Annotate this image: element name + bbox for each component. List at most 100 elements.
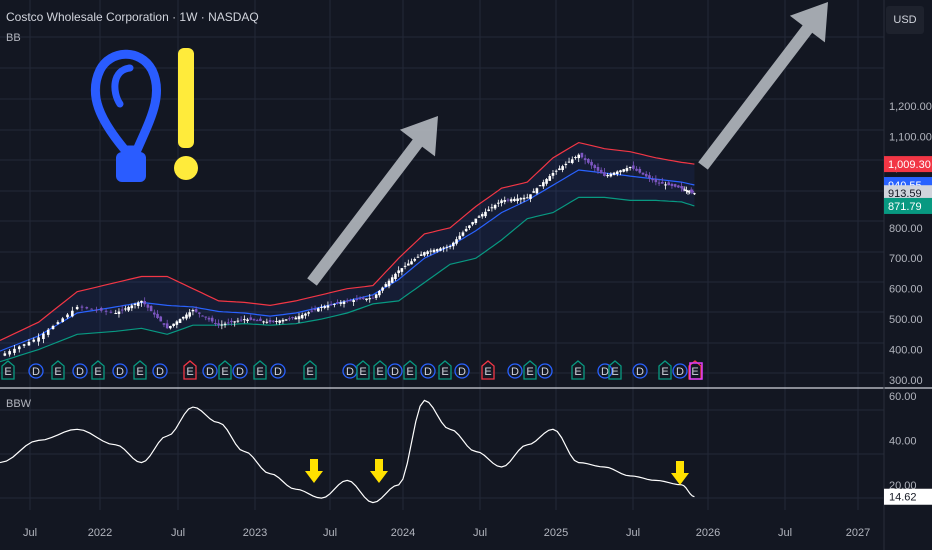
candle-body: [133, 303, 137, 305]
dividend-marker[interactable]: [112, 363, 128, 379]
dividend-marker[interactable]: [537, 363, 553, 379]
candle-body: [117, 311, 121, 315]
earnings-marker[interactable]: [523, 360, 537, 380]
dividend-marker[interactable]: [454, 363, 470, 379]
candle-body: [423, 252, 426, 256]
earnings-marker[interactable]: [183, 360, 197, 380]
candle-body: [178, 319, 182, 323]
earnings-marker[interactable]: [403, 360, 417, 380]
squeeze-down-arrow-icon: [305, 459, 323, 483]
candle-body: [310, 310, 314, 312]
candle-body: [464, 228, 468, 232]
dividend-marker[interactable]: [232, 363, 248, 379]
candle-body: [435, 249, 439, 252]
candle-body: [66, 314, 69, 318]
candle-body: [46, 329, 50, 335]
dividend-marker[interactable]: [420, 363, 436, 379]
time-tick-label: Jul: [23, 527, 37, 539]
candle-body: [535, 188, 539, 194]
earnings-marker[interactable]: [356, 360, 370, 380]
candle-body: [214, 323, 217, 325]
dividend-marker[interactable]: [632, 363, 648, 379]
candle-body: [243, 319, 246, 321]
candle-body: [673, 184, 677, 187]
dividend-marker[interactable]: [72, 363, 88, 379]
time-tick-label: 2027: [846, 527, 870, 539]
earnings-marker[interactable]: [218, 360, 232, 380]
event-marker-label: D: [511, 366, 519, 378]
earnings-marker[interactable]: [571, 360, 585, 380]
candle-body: [471, 222, 474, 225]
event-marker-label: D: [636, 366, 644, 378]
candle-body: [130, 305, 134, 309]
price-tick-label: 1,200.00: [889, 101, 932, 113]
time-tick-label: Jul: [171, 527, 185, 539]
candle-body: [313, 309, 317, 311]
dividend-marker[interactable]: [507, 363, 523, 379]
candle-body: [42, 333, 45, 340]
price-tag-bg: [884, 156, 932, 173]
candle-body: [657, 182, 661, 184]
earnings-marker[interactable]: [91, 360, 105, 380]
candle-body: [239, 319, 243, 321]
dividend-marker[interactable]: [270, 363, 286, 379]
candle-body: [452, 242, 455, 247]
candle-body: [17, 346, 21, 350]
growth-arrow-icon: [698, 2, 828, 170]
candle-body: [480, 214, 484, 217]
candle-body: [342, 301, 346, 304]
earnings-marker[interactable]: [253, 360, 267, 380]
candle-body: [681, 188, 685, 190]
event-marker-label: E: [691, 366, 698, 378]
earnings-marker[interactable]: [658, 360, 672, 380]
candle-body: [509, 199, 513, 202]
candle-body: [680, 185, 683, 189]
earnings-marker[interactable]: [481, 360, 495, 380]
dividend-marker[interactable]: [597, 363, 613, 379]
earnings-marker[interactable]: [51, 360, 65, 380]
event-marker-label: D: [236, 366, 244, 378]
earnings-marker[interactable]: [438, 360, 452, 380]
candle-body: [281, 319, 285, 322]
dividend-marker[interactable]: [202, 363, 218, 379]
candle-body: [413, 259, 417, 261]
earnings-marker[interactable]: [1, 360, 15, 380]
candle-body: [320, 306, 323, 308]
earnings-marker[interactable]: [608, 360, 622, 380]
event-marker-label: E: [256, 366, 263, 378]
symbol-title[interactable]: Costco Wholesale Corporation · 1W · NASD…: [6, 10, 259, 24]
candle-body: [519, 198, 523, 200]
candle-body: [339, 302, 343, 304]
candle-body: [635, 168, 638, 171]
dividend-marker[interactable]: [672, 363, 688, 379]
earnings-marker[interactable]: [133, 360, 147, 380]
currency-button[interactable]: USD: [886, 6, 924, 34]
candle-body: [587, 158, 590, 163]
candle-body: [487, 209, 490, 211]
candle-body: [252, 319, 256, 321]
candle-body: [95, 309, 98, 311]
bb-lower-line: [0, 196, 695, 363]
candle-body: [230, 320, 233, 323]
earnings-marker[interactable]: [373, 360, 387, 380]
earnings-marker[interactable]: [303, 360, 317, 380]
dividend-marker[interactable]: [387, 363, 403, 379]
exclamation-bar-icon: [178, 48, 194, 148]
next-earnings-marker[interactable]: [689, 362, 703, 380]
earnings-marker[interactable]: [688, 360, 702, 380]
bbw-indicator-label[interactable]: BBW: [6, 398, 32, 410]
candle-body: [71, 310, 74, 317]
candle-body: [268, 320, 272, 323]
event-marker-label: D: [458, 366, 466, 378]
candle-body: [567, 161, 571, 163]
time-tick-label: Jul: [626, 527, 640, 539]
candle-body: [693, 193, 696, 195]
dividend-marker[interactable]: [28, 363, 44, 379]
bb-indicator-label[interactable]: BB: [6, 32, 21, 44]
candle-body: [410, 261, 413, 265]
candle-body: [497, 202, 500, 204]
candle-body: [580, 152, 584, 158]
candle-body: [136, 302, 140, 307]
dividend-marker[interactable]: [152, 363, 168, 379]
